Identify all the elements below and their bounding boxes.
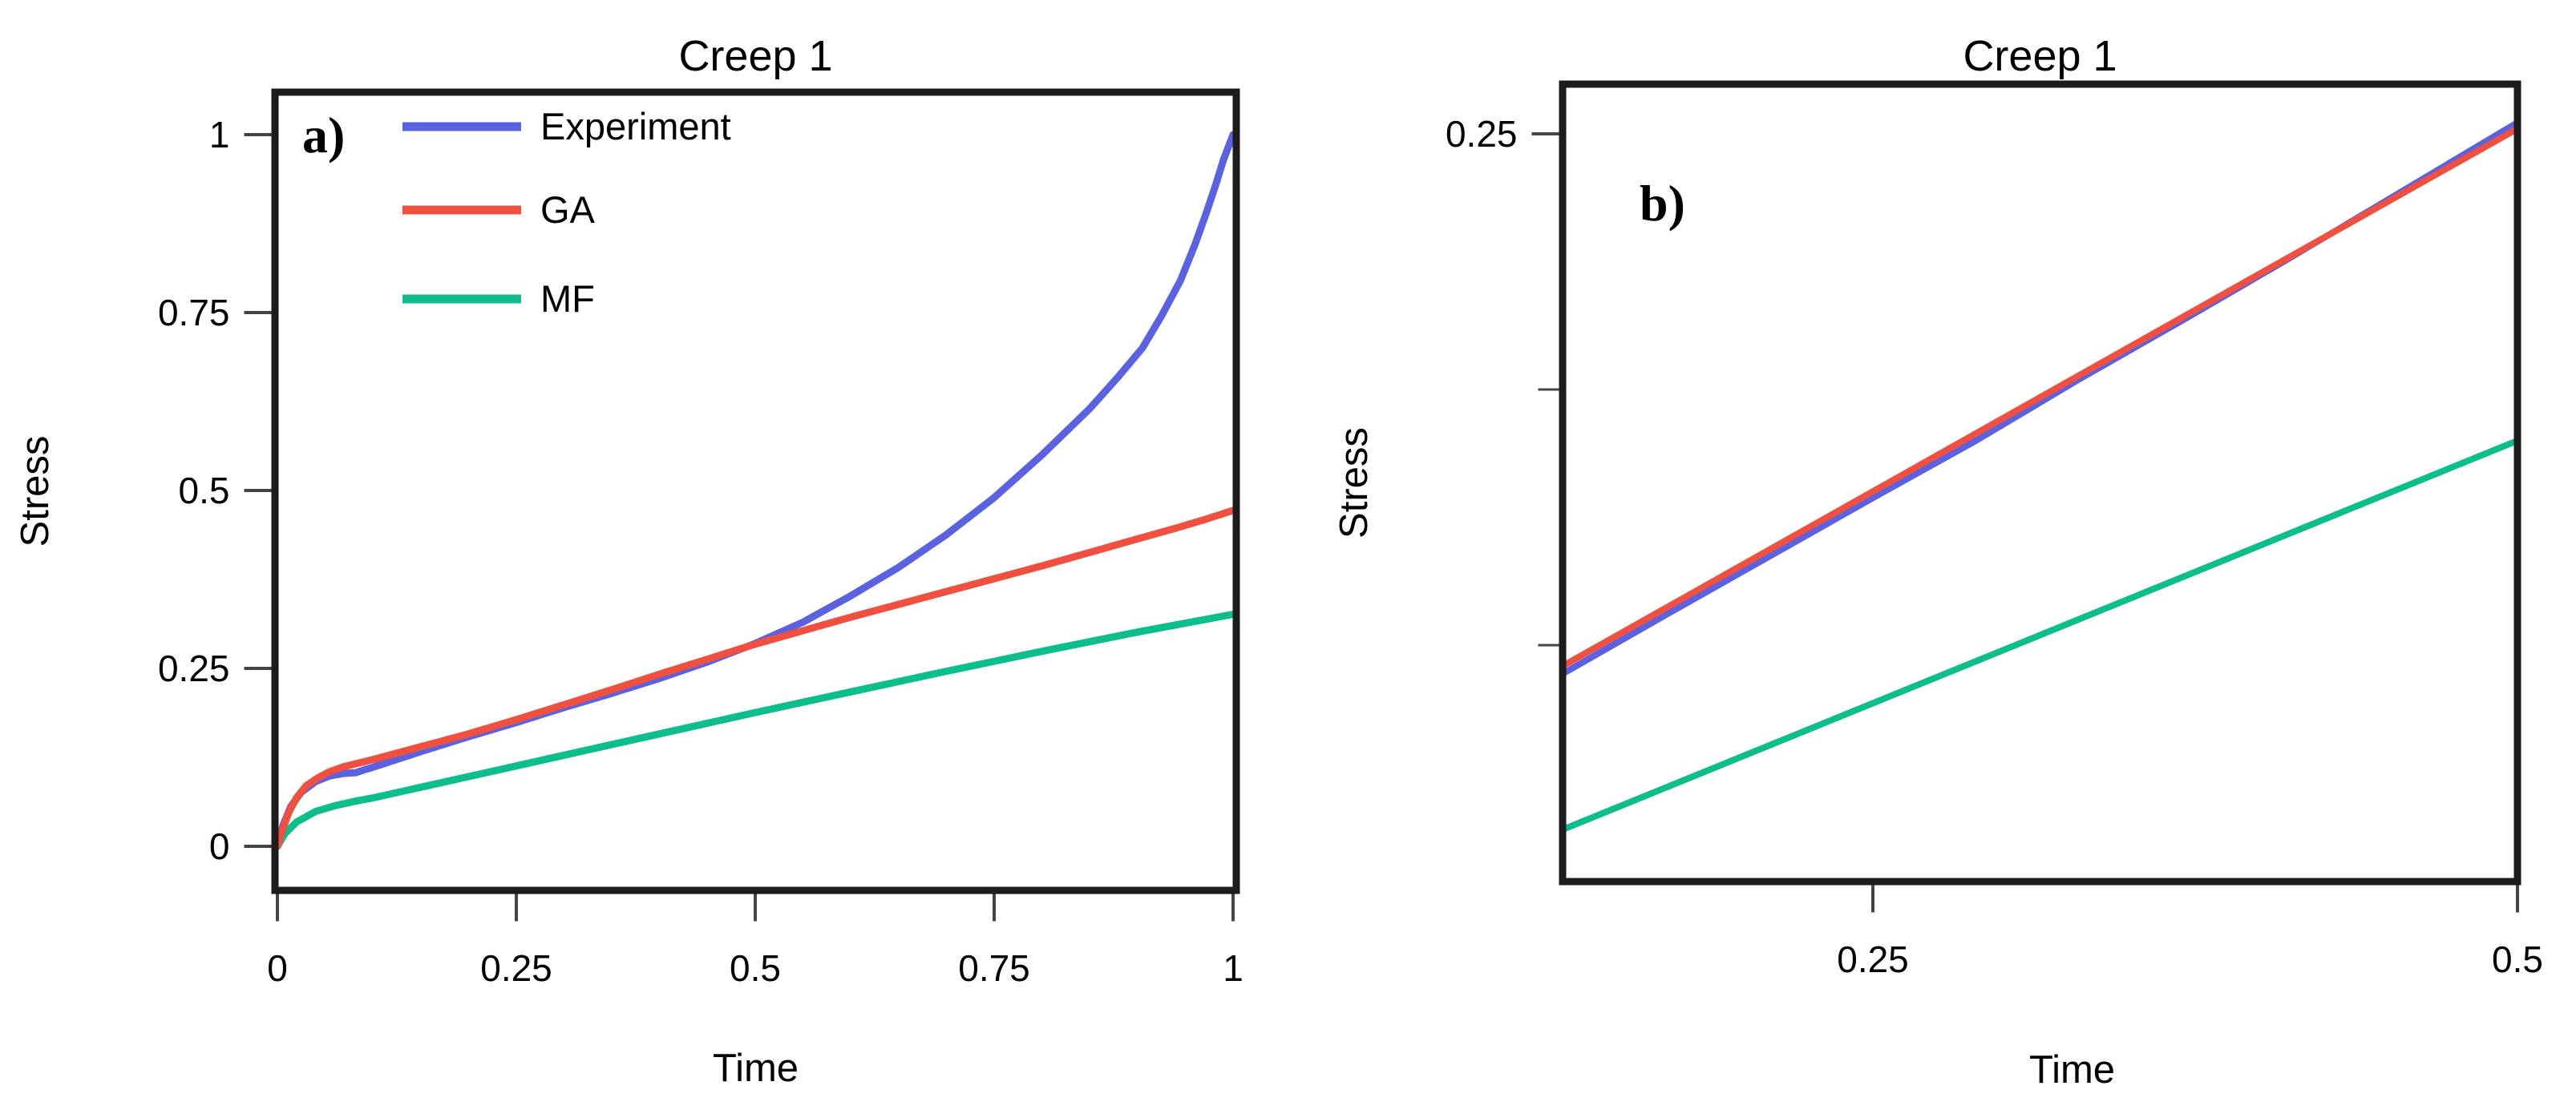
series-line-mf xyxy=(273,611,1237,850)
legend: Experiment GA MF xyxy=(402,105,731,320)
legend-label-experiment: Experiment xyxy=(540,105,731,147)
legend-label-ga: GA xyxy=(540,188,596,231)
panel-a-ylabel: Stress xyxy=(14,436,57,547)
series-line-ga xyxy=(1561,125,2519,669)
panel-a-corner-label: a) xyxy=(302,107,345,163)
y-tick-label: 0.75 xyxy=(158,292,230,333)
panel-b-ylabel: Stress xyxy=(1332,427,1376,539)
panel-b-xlabel: Time xyxy=(2029,1048,2115,1092)
panel-b-corner-label: b) xyxy=(1640,175,1685,232)
y-tick-label: 0.5 xyxy=(179,470,230,511)
y-tick-label: 0 xyxy=(209,825,230,867)
legend-label-mf: MF xyxy=(540,277,595,320)
panel-b-title: Creep 1 xyxy=(1963,32,2117,80)
x-tick-label: 0.5 xyxy=(730,947,781,989)
x-tick-label: 0.25 xyxy=(1837,938,1909,980)
plot-border-a xyxy=(271,88,1240,894)
x-tick-label: 0 xyxy=(267,947,288,989)
y-tick-label: 1 xyxy=(209,114,230,155)
series-line-experiment xyxy=(273,131,1237,850)
x-tick-label: 0.75 xyxy=(958,947,1030,989)
panel-a-series xyxy=(273,131,1237,850)
x-tick-label: 1 xyxy=(1223,947,1244,989)
panel-b-series xyxy=(1561,119,2519,833)
series-line-mf xyxy=(1561,437,2519,833)
y-tick-label: 0.25 xyxy=(1446,113,1518,155)
y-tick-label: 0.25 xyxy=(158,648,230,689)
panel-a: 0 0.25 0.5 0.75 1 0 0.25 0.5 0.75 1 Creep 1 Time Str… xyxy=(14,32,1244,1090)
x-tick-label: 0.25 xyxy=(480,947,552,989)
panel-a-xlabel: Time xyxy=(713,1047,799,1090)
series-line-ga xyxy=(273,507,1237,850)
panel-b: 0.25 0.5 0.25 Creep 1 Time Stress b) xyxy=(1332,32,2543,1092)
x-tick-label: 0.5 xyxy=(2492,938,2543,980)
panel-a-title: Creep 1 xyxy=(678,32,832,80)
plot-border-b xyxy=(1559,80,2521,886)
